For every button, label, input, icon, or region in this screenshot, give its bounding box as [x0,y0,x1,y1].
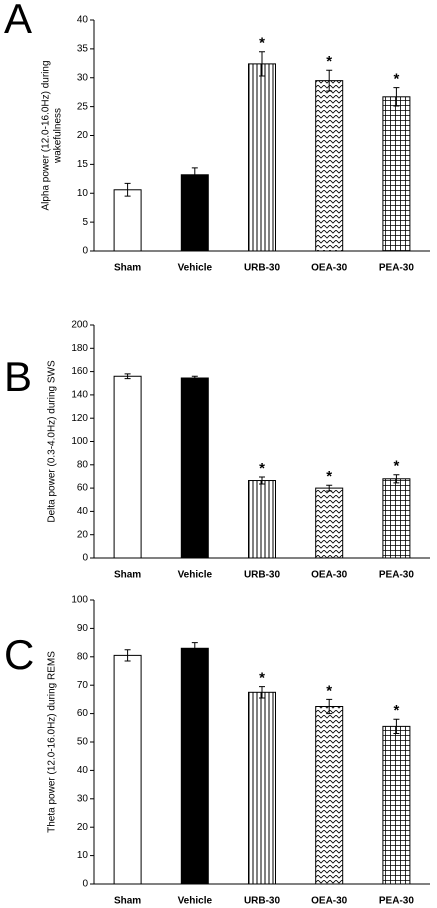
y-axis-label: wakefulness [53,108,64,164]
y-tick-label: 25 [77,101,89,112]
x-tick-label: OEA-30 [311,896,348,907]
panel-letter: A [4,0,32,42]
y-tick-label: 60 [77,483,89,494]
bar [315,80,344,252]
y-tick-label: 20 [77,529,89,540]
y-tick-label: 50 [77,737,89,748]
y-tick-label: 20 [77,822,89,833]
error-bar [124,649,131,662]
y-axis-label: Theta power (12.0-16.0Hz) during REMS [47,651,58,833]
x-tick-label: PEA-30 [379,570,414,581]
y-tick-label: 40 [77,15,89,26]
panel-letter: C [4,631,34,678]
significance-marker: * [326,468,332,485]
error-bar [124,182,131,197]
bar [113,654,142,885]
x-tick-label: PEA-30 [379,263,414,274]
error-bar [393,718,400,734]
bar [113,189,142,252]
error-bar [259,476,265,485]
y-tick-label: 70 [77,680,89,691]
y-tick-label: 0 [82,879,88,890]
y-tick-label: 5 [82,217,88,228]
bar [382,725,411,885]
x-tick-label: Vehicle [178,896,213,907]
y-tick-label: 15 [77,159,89,170]
y-tick-label: 140 [71,390,88,401]
error-bar [191,375,198,381]
bar [382,478,411,559]
y-tick-label: 100 [71,595,88,606]
y-tick-label: 80 [77,459,89,470]
y-tick-label: 0 [82,553,88,564]
bar [382,96,411,252]
x-tick-label: URB-30 [244,570,281,581]
significance-marker: * [259,670,265,687]
error-bar [326,69,333,92]
x-tick-label: Sham [114,263,141,274]
bar [113,375,142,559]
panel-letter: B [4,353,32,400]
y-tick-label: 10 [77,188,89,199]
y-tick-label: 200 [71,320,88,331]
y-tick-label: 30 [77,793,89,804]
x-tick-label: PEA-30 [379,896,414,907]
error-bar [393,474,400,484]
y-tick-label: 80 [77,651,89,662]
significance-marker: * [393,71,399,88]
bar [315,706,344,885]
error-bar [124,373,131,380]
error-bar [259,686,265,699]
bar [248,480,276,559]
y-tick-label: 100 [71,436,88,447]
error-bar [191,167,198,183]
x-tick-label: Sham [114,896,141,907]
x-tick-label: URB-30 [244,263,281,274]
x-tick-label: OEA-30 [311,263,348,274]
bar [180,174,209,252]
bar [180,647,209,885]
y-tick-label: 10 [77,850,89,861]
y-axis-label: Delta power (0.3-4.0Hz) during SWS [47,360,58,523]
significance-marker: * [326,682,332,699]
bar [180,377,209,559]
error-bar [326,698,333,715]
bar [315,487,344,559]
error-bar [191,642,198,655]
y-tick-label: 35 [77,44,89,55]
y-tick-label: 120 [71,413,88,424]
significance-marker: * [259,460,265,477]
x-tick-label: OEA-30 [311,570,348,581]
y-tick-label: 180 [71,343,88,354]
y-tick-label: 90 [77,623,89,634]
bar [248,63,276,252]
y-tick-label: 20 [77,130,89,141]
significance-marker: * [259,35,265,52]
y-tick-label: 0 [82,246,88,257]
y-tick-label: 40 [77,506,89,517]
error-bar [393,87,400,107]
significance-marker: * [393,458,399,475]
y-tick-label: 60 [77,708,89,719]
y-axis-label: Alpha power (12.0-16.0Hz) during [41,60,52,210]
x-tick-label: Vehicle [178,263,213,274]
y-tick-label: 30 [77,72,89,83]
error-bar [259,51,265,77]
y-tick-label: 40 [77,765,89,776]
x-tick-label: Vehicle [178,570,213,581]
significance-marker: * [393,702,399,719]
y-tick-label: 160 [71,366,88,377]
error-bar [326,484,333,492]
significance-marker: * [326,53,332,70]
x-tick-label: URB-30 [244,896,281,907]
x-tick-label: Sham [114,570,141,581]
bar [248,691,276,885]
